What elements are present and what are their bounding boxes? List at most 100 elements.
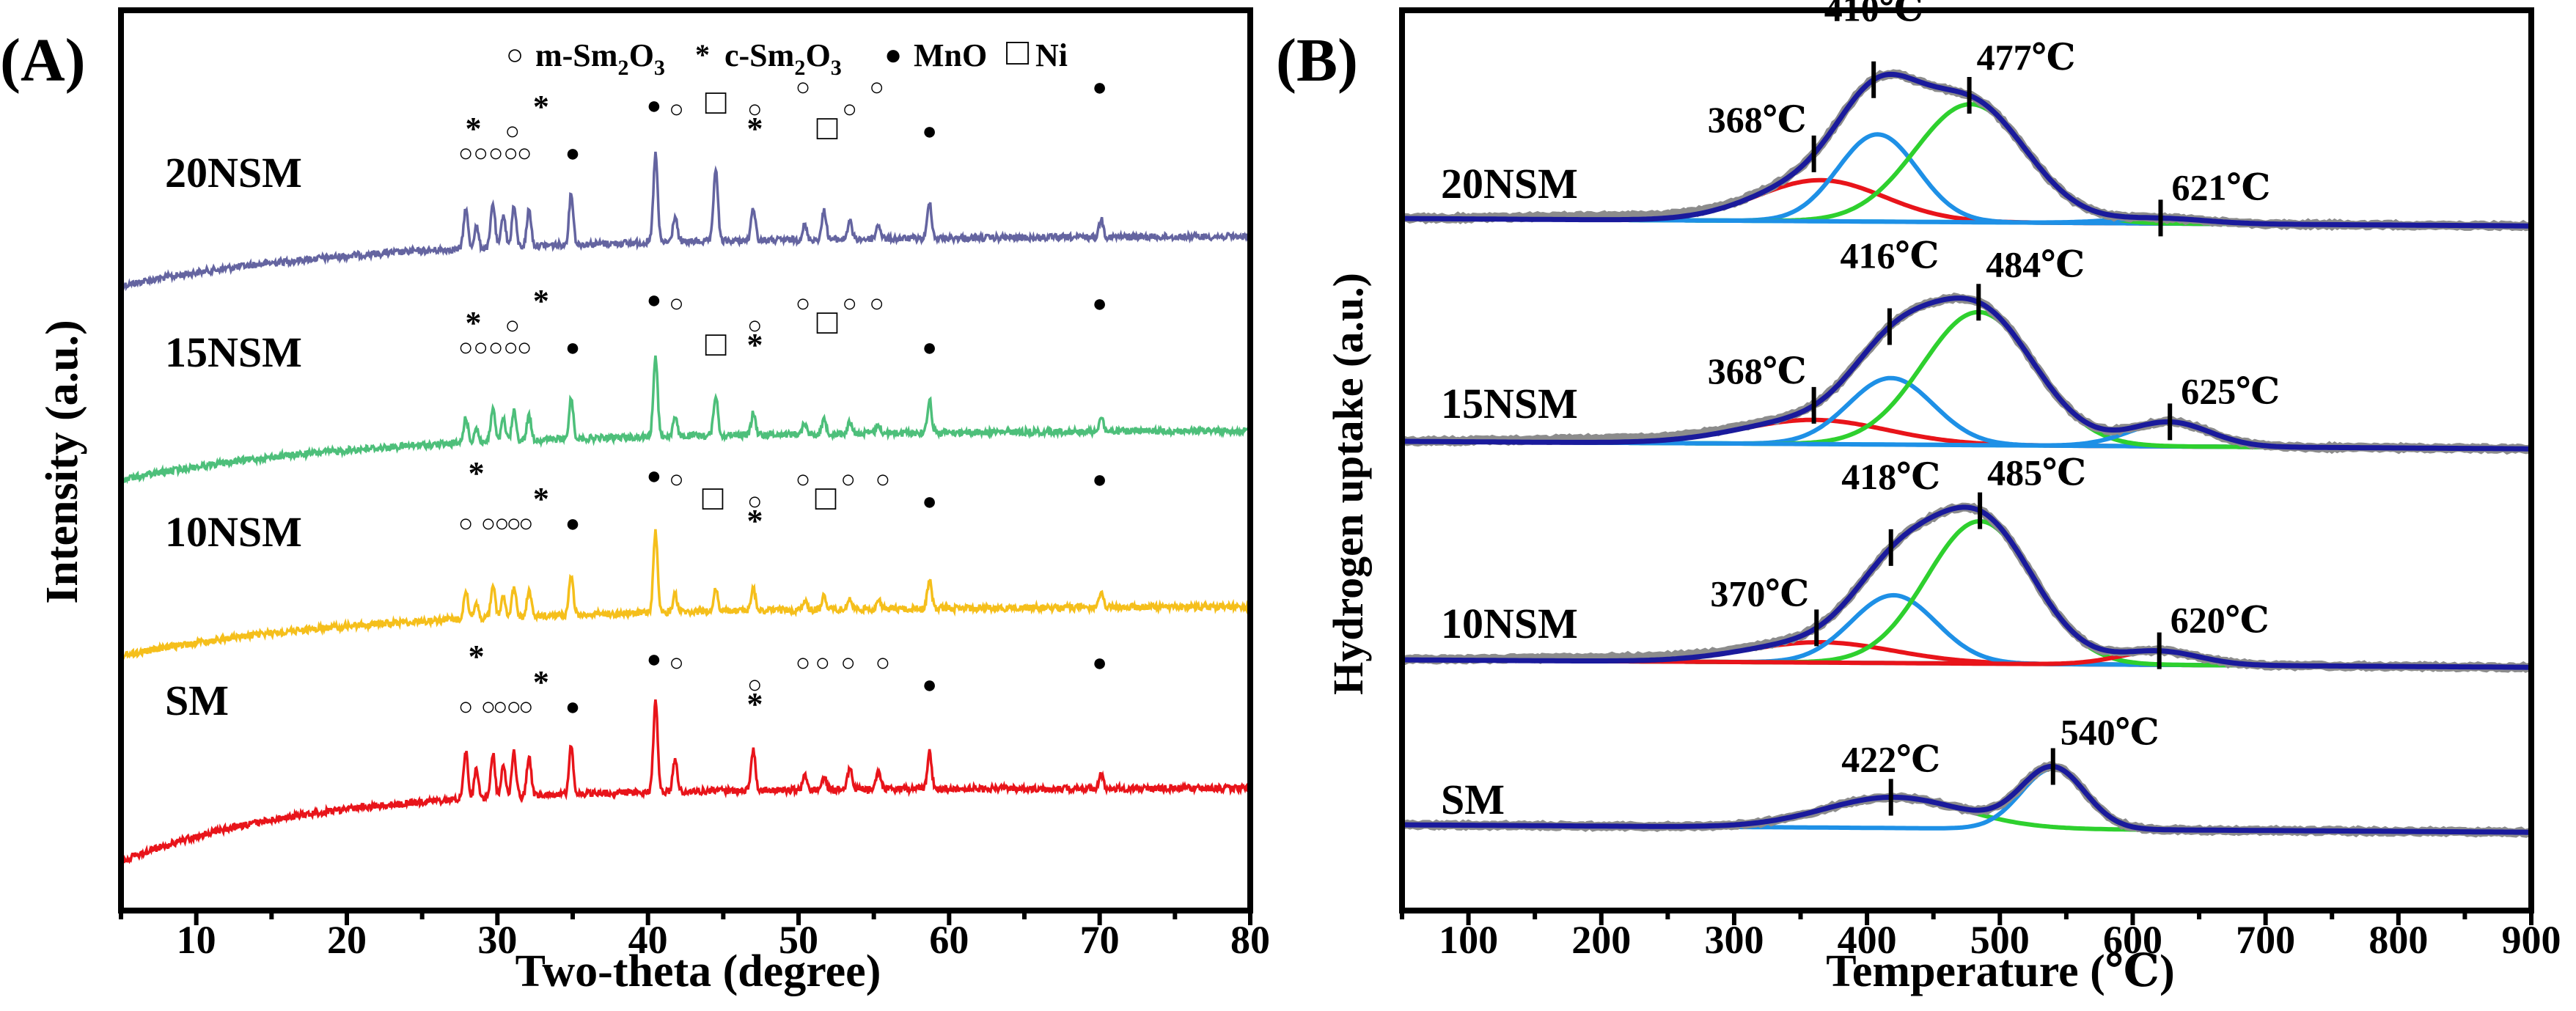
phase-marker: ○ [505,118,521,145]
phase-marker: ○ [488,334,504,361]
peak-temperature-label: 368℃ [1708,350,1807,391]
peak-temperature-label: 416℃ [1840,235,1939,276]
phase-marker: ○ [876,650,891,677]
phase-marker: ○ [669,466,684,493]
phase-marker: * [533,283,549,319]
phase-marker: ○ [458,140,474,167]
phase-marker: * [465,305,481,341]
panel-a-x-axis: 10 20 30 40 50 60 70 80 [119,911,1270,962]
phase-marker: ● [647,646,662,673]
series-label-15NSM: 15NSM [1441,380,1578,427]
phase-marker: ● [565,140,581,167]
legend-label: m-Sm2 O3 [535,37,665,80]
x-tick-label: 400 [1838,918,1897,962]
panel-a-legend: ○ m-Sm2 O3 * c-Sm2 O3 ● MnO □ Ni [506,32,1068,80]
phase-marker: ○ [505,312,521,339]
x-tick-label: 100 [1439,918,1498,962]
panel-b: (B) Hydrogen uptake (a.u.) Temperature (… [1276,0,2561,996]
x-tick-label: 500 [1970,918,2030,962]
phase-marker: ● [647,463,662,490]
phase-marker: ○ [796,74,811,101]
phase-marker: * [469,455,485,491]
panel-b-frame [1399,7,2534,913]
legend-label: MnO [914,37,987,73]
legend-label: Ni [1035,37,1068,73]
panel-a-xlabel: Two-theta (degree) [515,946,881,996]
phase-marker: ○ [504,140,519,167]
legend-label-part: 2 [794,56,805,80]
x-tick-label: 300 [1704,918,1764,962]
x-tick-label: 10 [177,918,216,962]
phase-marker: ○ [517,334,532,361]
legend-entry: □ Ni [1006,32,1068,73]
peak-temperature-label: 484℃ [1986,243,2085,284]
xrd-line-10NSM [120,529,1252,661]
phase-marker: * [746,327,763,363]
legend-label-part: m-Sm [535,37,617,73]
series-label-SM: SM [165,677,229,724]
phase-marker: ○ [669,96,684,123]
phase-marker: ○ [669,650,684,677]
phase-marker: ○ [473,334,488,361]
fit-envelope [1402,71,2531,229]
phase-marker: ○ [747,312,763,339]
phase-markers-SM: ○*○○○○*●● ○*○○ ○ ○ ○●● [458,639,1107,722]
phase-marker: □ [817,303,838,342]
series-label-10NSM: 10NSM [1441,600,1578,647]
tpr-series-15NSM: 15NSM 368℃ 416℃ 484℃ 625℃ [1401,235,2533,455]
phase-marker: * [746,686,763,722]
peak-temperature-label: 418℃ [1841,456,1940,497]
phase-marker: ○ [796,650,811,677]
phase-marker: ● [922,488,937,515]
xrd-line-20NSM [120,151,1251,293]
x-tick-label: 70 [1080,918,1120,962]
legend-label-part: Ni [1035,37,1068,73]
series-label-20NSM: 20NSM [165,149,302,196]
phase-marker: □ [702,479,723,518]
phase-marker: □ [705,325,727,364]
phase-marker: * [469,639,485,674]
x-tick-label: 80 [1230,918,1270,962]
phase-marker: ○ [747,96,763,123]
phase-marker: □ [817,109,838,147]
peak-temperature-label: 477℃ [1977,37,2076,78]
panel-b-plot: 20NSM 368℃ 410℃ 477℃ 621℃ 15NSM 368℃ 416℃ 484℃ 62… [1401,0,2533,838]
phase-marker: ● [565,510,581,537]
series-label-SM: SM [1441,776,1505,823]
panel-b-ylabel: Hydrogen uptake (a.u.) [1324,273,1372,695]
panel-b-xlabel: Temperature (℃) [1826,946,2174,996]
legend-label-part: O [629,37,654,73]
x-tick-label: 50 [779,918,818,962]
phase-marker: ○ [815,650,831,677]
phase-marker: ● [922,118,937,145]
panel-a-plot: 20NSM ○ ○ ○ ○○* ○*●● □○*○ □○○○●●15NSM ○ ○ ○ ○○* ○*●●… [120,74,1252,864]
xrd-series-SM: SM ○*○○○○*●● ○*○○ ○ ○ ○●● [120,639,1252,864]
phase-marker: ○ [869,290,884,317]
phase-marker: ○ [473,140,488,167]
legend-symbol: □ [1006,32,1030,73]
x-tick-label: 700 [2236,918,2295,962]
x-tick-label: 30 [477,918,517,962]
phase-marker: ○ [747,672,763,699]
phase-marker: ○ [840,466,856,493]
tpr-series-SM: SM 422℃ 540℃ [1401,711,2532,838]
peak-temperature-label: 422℃ [1841,738,1940,779]
phase-marker: ○ [488,140,504,167]
x-tick-label: 800 [2368,918,2428,962]
panel-a-label: (A) [0,26,86,95]
phase-marker: * [746,111,763,147]
xrd-line-SM [120,699,1252,864]
peak-temperature-label: 370℃ [1710,573,1809,614]
phase-marker: ○ [481,694,496,721]
peak-temperature-label: 410℃ [1824,0,1923,29]
xrd-line-15NSM [120,355,1252,485]
measured-profile [1401,761,2532,838]
phase-marker: ○ [458,510,474,537]
phase-marker: * [465,111,481,147]
x-tick-label: 900 [2502,918,2561,962]
panel-a: (A) Intensity (a.u.) Two-theta (degree) … [0,7,1270,996]
phase-marker: □ [705,83,727,122]
panel-b-x-axis: 100 200 300 400 500 600 700 800 900 [1400,911,2561,962]
phase-marker: ● [1092,466,1107,493]
phase-marker: ○ [481,510,496,537]
